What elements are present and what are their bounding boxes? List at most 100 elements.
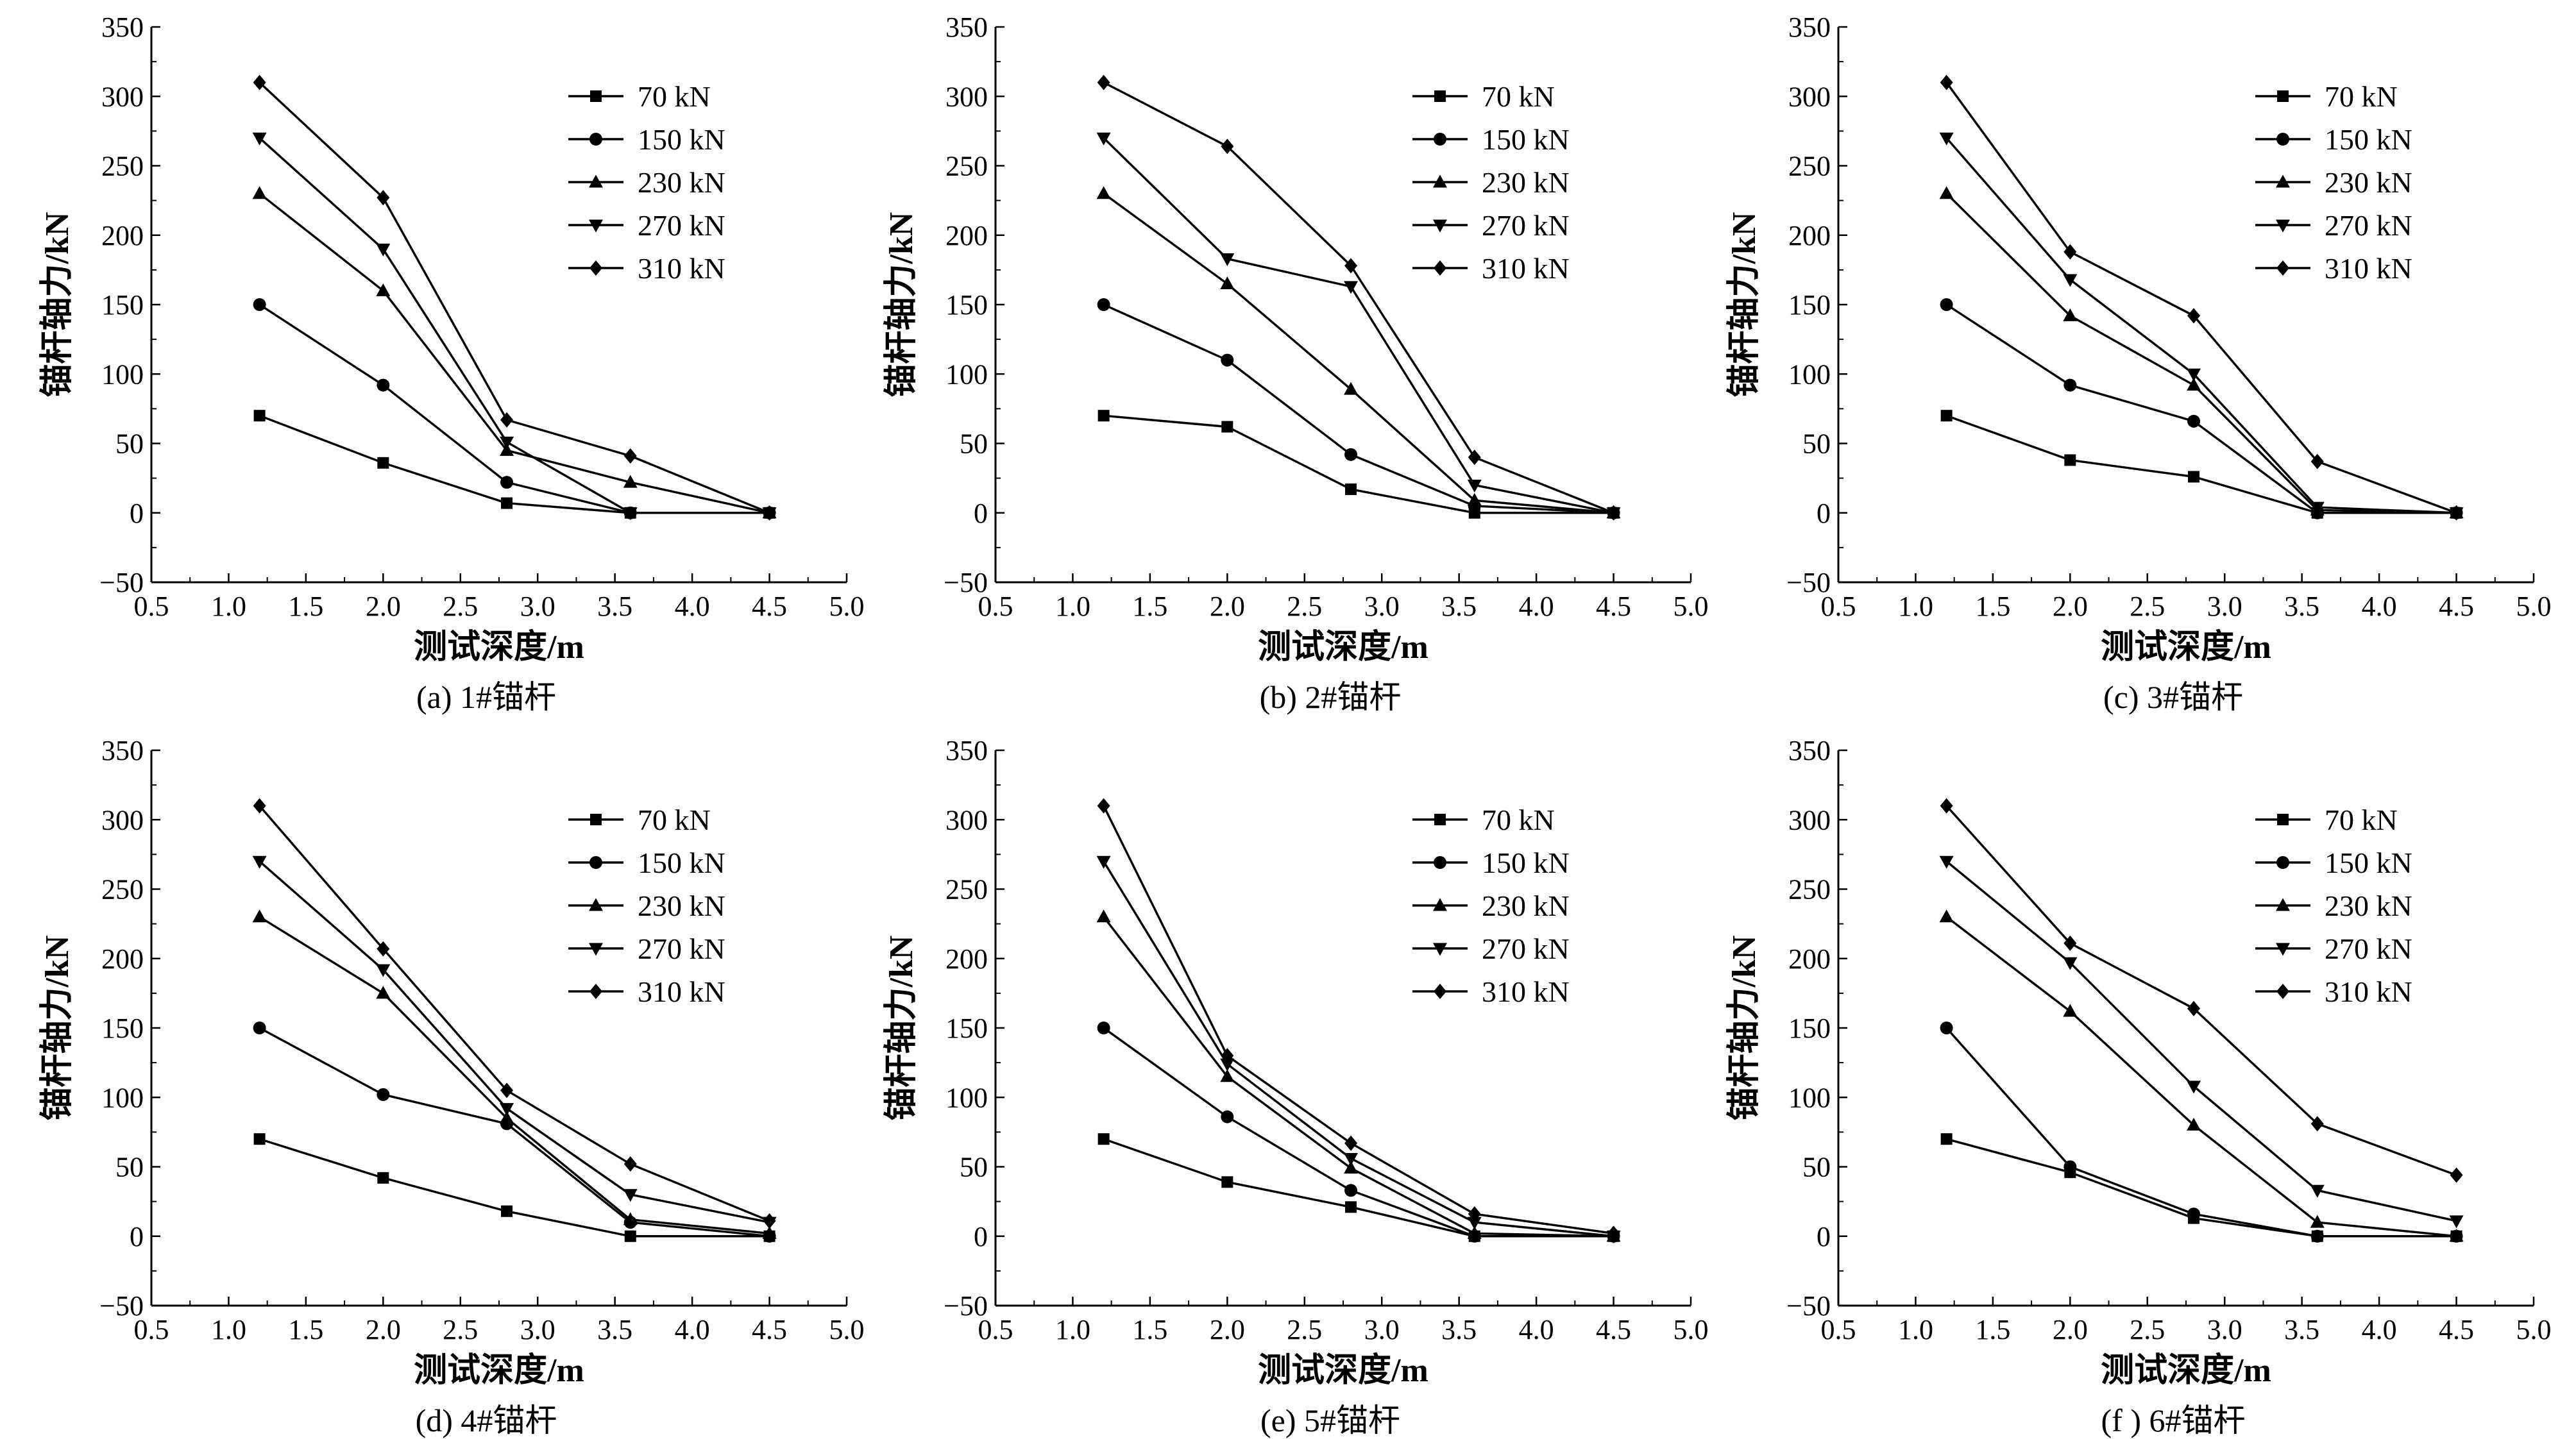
- series-line: [1103, 1027, 1614, 1238]
- data-point: [2063, 274, 2078, 287]
- data-point: [500, 1103, 514, 1116]
- y-tick-label: 150: [945, 1013, 988, 1044]
- data-point: [763, 505, 776, 521]
- data-point: [252, 186, 267, 199]
- data-point: [762, 1225, 777, 1239]
- legend-marker: [589, 898, 603, 911]
- data-point: [1221, 421, 1233, 433]
- x-tick-label: 3.0: [2207, 1314, 2242, 1345]
- legend: 70 kN 150 kN 230 kN 270 kN 310 kN: [1412, 80, 1570, 285]
- y-tick-label: 300: [945, 804, 988, 836]
- data-point: [376, 243, 391, 257]
- legend-label: 150 kN: [1482, 123, 1570, 156]
- legend-marker: [590, 90, 602, 102]
- legend-label: 70 kN: [1482, 804, 1555, 836]
- y-tick-label: 300: [945, 81, 988, 112]
- x-tick-label: 4.5: [1596, 591, 1631, 622]
- legend-label: 230 kN: [1482, 166, 1570, 199]
- legend-marker: [1434, 133, 1446, 146]
- x-tick-label: 4.5: [2439, 1314, 2474, 1345]
- data-point: [501, 497, 513, 509]
- legend-label: 310 kN: [638, 252, 725, 285]
- data-point: [377, 1088, 390, 1101]
- data-point: [1345, 483, 1357, 495]
- legend-label: 70 kN: [638, 804, 711, 836]
- y-tick-label: −50: [1786, 1290, 1831, 1322]
- data-point: [1221, 1110, 1234, 1123]
- legend-marker: [2276, 943, 2290, 956]
- y-tick-label: 250: [101, 874, 144, 905]
- data-point: [2188, 471, 2200, 483]
- series-line: [1945, 303, 2457, 514]
- data-point: [623, 1212, 638, 1225]
- x-tick-label: 2.5: [1287, 1314, 1322, 1345]
- y-tick-label: 0: [1817, 1221, 1831, 1252]
- series-line: [1946, 414, 2457, 514]
- x-axis-title: 测试深度/m: [414, 1352, 584, 1389]
- data-point: [1220, 1069, 1235, 1082]
- data-point: [1607, 1225, 1620, 1241]
- data-point: [1940, 74, 1953, 90]
- panel-caption: (f ) 6#锚杆: [2101, 1402, 2246, 1438]
- x-axis-title: 测试深度/m: [2101, 628, 2271, 666]
- legend-label: 150 kN: [638, 846, 725, 879]
- data-point: [253, 74, 266, 90]
- series-310-kn: [1097, 798, 1620, 1241]
- y-tick-label: 50: [960, 1152, 988, 1183]
- data-point: [1097, 410, 1110, 422]
- legend-marker: [2276, 856, 2289, 869]
- legend-marker: [1433, 943, 1447, 956]
- legend-marker: [589, 260, 602, 276]
- y-tick-label: 100: [945, 358, 988, 390]
- series-150-kn: [253, 298, 776, 519]
- data-point: [1939, 186, 1954, 199]
- y-tick-label: 50: [960, 428, 988, 460]
- x-tick-label: 0.5: [978, 1314, 1013, 1345]
- series-150-kn: [1940, 1022, 2463, 1243]
- y-tick-label: 250: [1788, 874, 1831, 905]
- legend-marker: [2276, 984, 2289, 999]
- x-tick-label: 3.0: [520, 591, 555, 622]
- legend-marker: [2277, 814, 2289, 825]
- y-tick-label: 100: [101, 358, 144, 390]
- y-tick-label: 50: [1802, 428, 1831, 460]
- data-point: [1939, 909, 1954, 923]
- data-point: [623, 475, 638, 488]
- x-tick-label: 1.5: [288, 1314, 323, 1345]
- series-310-kn: [1097, 74, 1620, 521]
- data-point: [1221, 353, 1234, 367]
- legend-marker: [1434, 984, 1446, 999]
- x-tick-label: 3.5: [597, 1314, 632, 1345]
- legend-label: 230 kN: [2325, 889, 2412, 922]
- data-point: [2310, 501, 2325, 515]
- series-310-kn: [1940, 798, 2463, 1183]
- x-tick-label: 1.0: [1898, 591, 1933, 622]
- x-axis-title: 测试深度/m: [2101, 1352, 2271, 1389]
- legend: 70 kN 150 kN 230 kN 270 kN 310 kN: [568, 804, 725, 1008]
- y-tick-label: 150: [1788, 1013, 1831, 1044]
- series-line: [259, 414, 770, 514]
- y-tick-label: 200: [1788, 220, 1831, 251]
- x-tick-label: 4.0: [1519, 591, 1554, 622]
- data-point: [1468, 1206, 1481, 1222]
- x-tick-label: 5.0: [2516, 591, 2552, 622]
- legend-label: 310 kN: [638, 975, 725, 1008]
- data-point: [500, 1082, 514, 1098]
- chart-panel-c: −50 0 50 100 150 200 250 300 350 0.5 1.0 1.5 2.0 2.5 3…: [1725, 12, 2552, 715]
- x-tick-label: 3.0: [1364, 591, 1400, 622]
- x-tick-label: 3.5: [1441, 1314, 1477, 1345]
- series-150-kn: [253, 1022, 776, 1243]
- data-point: [2187, 368, 2201, 382]
- data-point: [1096, 132, 1111, 146]
- y-tick-label: 200: [1788, 943, 1831, 975]
- data-point: [253, 1133, 266, 1145]
- legend-label: 270 kN: [1482, 932, 1570, 965]
- series-310-kn: [253, 798, 776, 1229]
- data-point: [377, 941, 390, 957]
- data-point: [2063, 935, 2077, 951]
- legend-marker: [1434, 90, 1446, 102]
- x-tick-label: 0.5: [978, 591, 1013, 622]
- x-tick-label: 1.0: [211, 1314, 246, 1345]
- legend-label: 70 kN: [638, 80, 711, 113]
- legend-marker: [2276, 219, 2290, 233]
